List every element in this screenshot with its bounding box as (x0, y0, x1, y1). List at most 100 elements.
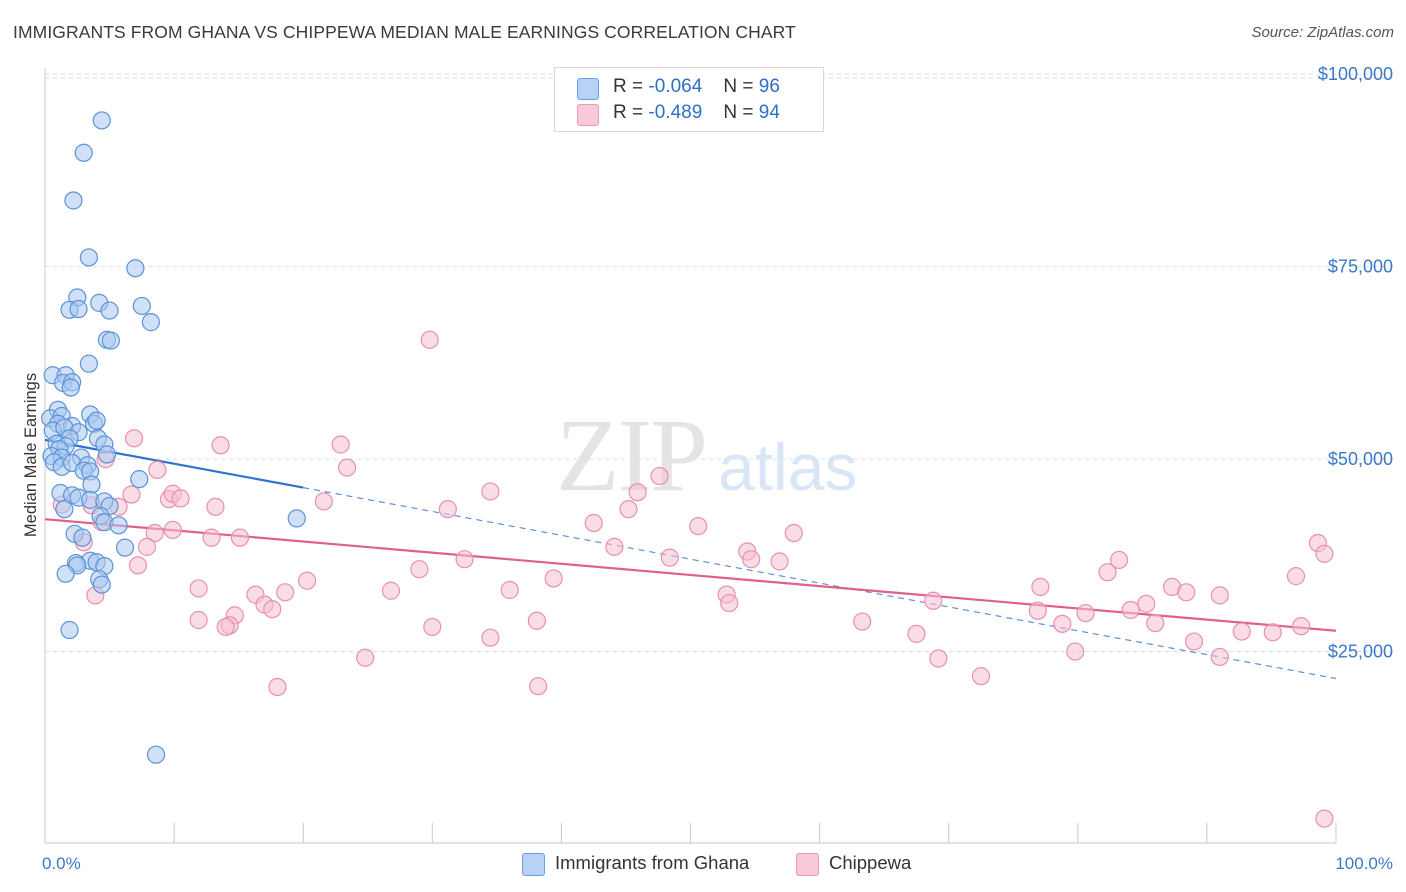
ghana-trend-line-extension (303, 487, 1337, 680)
ghana-point (73, 528, 92, 547)
chippewa-point (1146, 613, 1165, 633)
ghana-point (100, 301, 119, 320)
chippewa-point (230, 528, 250, 547)
legend-swatch-chippewa (577, 104, 599, 126)
chippewa-point (276, 583, 295, 602)
chippewa-point (381, 581, 401, 600)
ghana-point (79, 248, 98, 267)
bottom-swatch-chippewa (796, 853, 819, 876)
chippewa-point (1315, 809, 1334, 828)
trend-lines (44, 438, 1337, 680)
ghana-point (55, 500, 74, 519)
chippewa-point (202, 528, 221, 547)
ghana-point (92, 575, 111, 594)
chippewa-point (544, 569, 563, 588)
ghana-point (82, 475, 101, 494)
chippewa-point (1031, 577, 1050, 597)
chippewa-point (314, 492, 333, 511)
chippewa-point (1263, 623, 1282, 642)
chippewa-point (527, 611, 546, 630)
chippewa-point (206, 497, 225, 516)
chippewa-point (263, 600, 282, 619)
chippewa-point (605, 537, 624, 556)
chippewa-point (1098, 563, 1117, 582)
ghana-point (115, 538, 135, 557)
chart-title: IMMIGRANTS FROM GHANA VS CHIPPEWA MEDIAN… (13, 22, 796, 42)
chippewa-point (924, 591, 943, 610)
ghana-point (126, 259, 145, 278)
chippewa-point (189, 579, 208, 598)
chippewa-point (628, 483, 647, 502)
chippewa-point (124, 429, 144, 448)
chippewa-point (145, 523, 164, 543)
y-tick-label: $50,000 (1328, 449, 1393, 469)
chippewa-point (356, 648, 375, 667)
chippewa-point (1315, 544, 1334, 563)
chippewa-point (770, 552, 789, 571)
chippewa-point (619, 500, 638, 519)
ghana-point (132, 296, 151, 316)
chippewa-point (971, 667, 991, 686)
chippewa-point (438, 500, 457, 519)
chippewa-point (423, 617, 442, 637)
chippewa-point (1137, 594, 1156, 613)
legend-r-value: -0.489 (648, 102, 703, 123)
legend-n-value: 96 (758, 76, 780, 97)
ghana-point (109, 516, 128, 535)
chippewa-point (148, 460, 167, 479)
chippewa-point (211, 436, 230, 455)
data-points (41, 111, 1334, 828)
chippewa-point (189, 610, 208, 630)
legend-swatch-ghana (577, 78, 599, 100)
chippewa-point (171, 489, 190, 508)
chart-source: Source: ZipAtlas.com (1251, 24, 1394, 41)
chippewa-point (1177, 583, 1196, 602)
chippewa-point (1110, 550, 1129, 570)
x-tick-label: 100.0% (1335, 854, 1393, 873)
chippewa-point (1232, 622, 1251, 641)
chippewa-point (907, 624, 926, 643)
legend-n-value: 94 (758, 102, 780, 123)
chippewa-point (1292, 617, 1311, 636)
chippewa-point (529, 677, 548, 696)
chippewa-point (1210, 647, 1229, 667)
chippewa-point (689, 516, 708, 536)
ghana-point (101, 331, 120, 350)
chippewa-point (455, 550, 474, 569)
y-axis-label: Median Male Earnings (22, 373, 40, 537)
chippewa-point (1066, 642, 1085, 661)
legend-r-label: R = (613, 76, 644, 97)
ghana-point (141, 313, 160, 332)
ghana-point (74, 143, 93, 162)
chippewa-point (1053, 614, 1072, 633)
ghana-point (87, 411, 106, 430)
chippewa-point (481, 482, 500, 501)
ghana-point (69, 299, 88, 319)
chippewa-point (584, 513, 603, 533)
chippewa-point (128, 556, 148, 575)
legend-r-value: -0.064 (648, 76, 703, 97)
chippewa-point (1210, 586, 1229, 605)
chippewa-point (163, 520, 182, 540)
chippewa-point (1286, 567, 1306, 586)
legend-n-label: N = (723, 76, 754, 97)
ghana-point (60, 620, 79, 640)
chippewa-point (420, 330, 439, 349)
correlation-legend: R = -0.064 N = 96 R = -0.489 N = 94 (554, 67, 824, 132)
y-tick-label: $100,000 (1318, 64, 1393, 84)
ghana-point (287, 509, 306, 528)
chippewa-point (742, 550, 761, 569)
ghana-trend-line (44, 438, 304, 489)
bottom-legend-label-chippewa: Chippewa (829, 852, 912, 873)
ghana-point (79, 354, 98, 373)
chippewa-point (784, 523, 803, 543)
y-tick-label: $25,000 (1328, 642, 1393, 662)
ghana-point (61, 378, 80, 397)
chippewa-point (929, 649, 948, 668)
bottom-swatch-ghana (522, 853, 545, 876)
ghana-point (92, 111, 111, 130)
chippewa-point (337, 458, 357, 477)
bottom-legend-label-ghana: Immigrants from Ghana (555, 852, 750, 873)
legend-n-label: N = (723, 102, 754, 123)
